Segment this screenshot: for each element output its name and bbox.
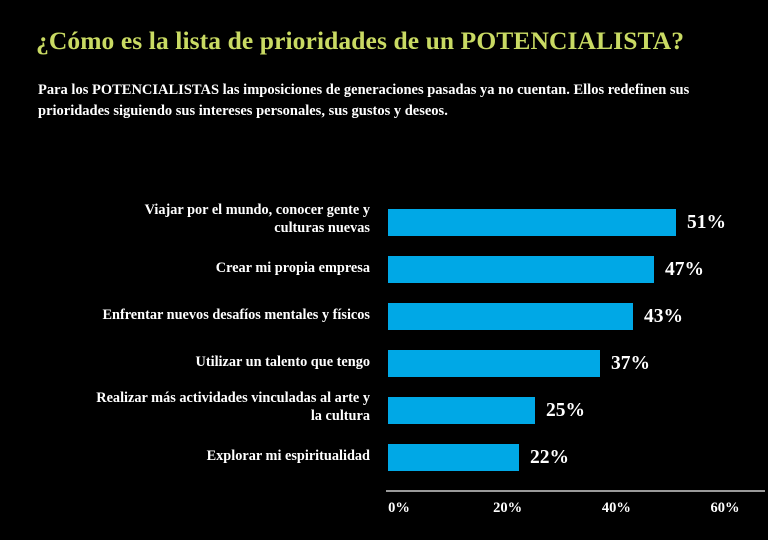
bar-track: 25% bbox=[388, 397, 768, 424]
bar-value-label: 37% bbox=[611, 353, 650, 374]
bar-row: Viajar por el mundo, conocer gente y cul… bbox=[0, 202, 768, 236]
bar-category-label: Viajar por el mundo, conocer gente y cul… bbox=[144, 202, 370, 237]
bar-track: 37% bbox=[388, 350, 768, 377]
bar-value-label: 47% bbox=[665, 259, 704, 280]
bar bbox=[388, 256, 654, 283]
bar-category-label: Realizar más actividades vinculadas al a… bbox=[96, 390, 370, 425]
x-tick-label: 60% bbox=[710, 500, 740, 516]
bar-row: Utilizar un talento que tengo 37% bbox=[0, 350, 768, 377]
page-subtitle: Para los POTENCIALISTAS las imposiciones… bbox=[38, 82, 690, 120]
bar-row: Crear mi propia empresa 47% bbox=[0, 256, 768, 283]
bar-track: 47% bbox=[388, 256, 768, 283]
bar bbox=[388, 303, 633, 330]
bar-row: Realizar más actividades vinculadas al a… bbox=[0, 390, 768, 424]
bar-value-label: 43% bbox=[644, 306, 683, 327]
bar-category-label: Crear mi propia empresa bbox=[215, 260, 370, 276]
bar-category-label: Enfrentar nuevos desafíos mentales y fís… bbox=[102, 307, 370, 323]
bar-track: 51% bbox=[388, 209, 768, 236]
bar-row: Explorar mi espiritualidad 22% bbox=[0, 444, 768, 471]
bar bbox=[388, 444, 519, 471]
bar bbox=[388, 397, 535, 424]
bar-row: Enfrentar nuevos desafíos mentales y fís… bbox=[0, 303, 768, 330]
x-tick-label: 20% bbox=[493, 500, 523, 516]
x-tick-label: 0% bbox=[388, 500, 410, 516]
x-tick-label: 40% bbox=[601, 500, 631, 516]
bar-value-label: 51% bbox=[687, 212, 726, 233]
bar-category-label: Explorar mi espiritualidad bbox=[206, 448, 370, 464]
bar-track: 22% bbox=[388, 444, 768, 471]
bar-category-label: Utilizar un talento que tengo bbox=[195, 354, 370, 370]
page-title: ¿Cómo es la lista de prioridades de un P… bbox=[36, 26, 685, 55]
bar bbox=[388, 209, 676, 236]
x-axis-line bbox=[386, 490, 765, 492]
bar-track: 43% bbox=[388, 303, 768, 330]
bar-value-label: 22% bbox=[530, 447, 569, 468]
bar bbox=[388, 350, 600, 377]
bar-value-label: 25% bbox=[546, 400, 585, 421]
